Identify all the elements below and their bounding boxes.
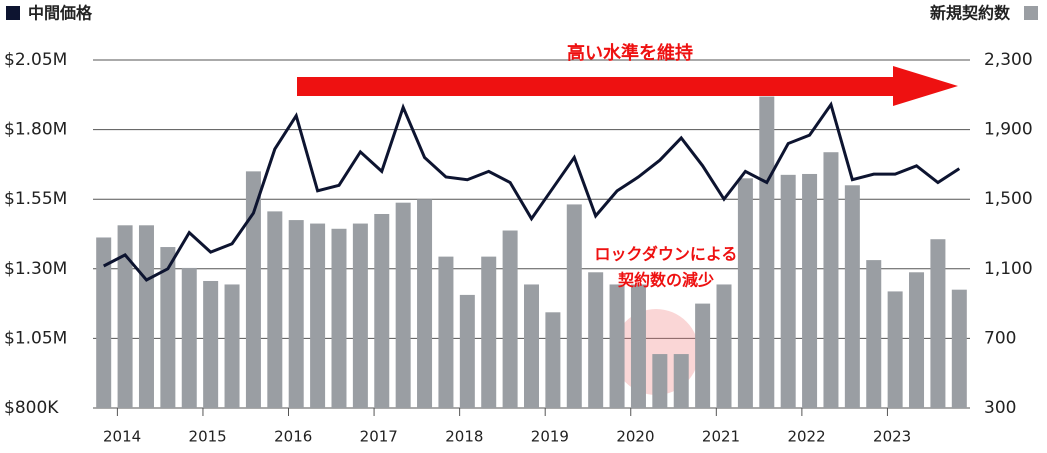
y2-tick-label: 1,500 (984, 189, 1033, 209)
bar (887, 291, 903, 408)
bar (759, 96, 775, 408)
x-tick-label: 2019 (531, 428, 569, 446)
x-tick-label: 2015 (189, 428, 227, 446)
x-tick-label: 2020 (616, 428, 654, 446)
bar (609, 284, 625, 408)
x-tick-label: 2023 (873, 428, 911, 446)
y2-tick-label: 2,300 (984, 50, 1033, 70)
legend-swatch (1024, 6, 1038, 20)
y-tick-label: $2.05M (4, 50, 67, 70)
bar (823, 152, 839, 408)
x-tick-label: 2018 (445, 428, 483, 446)
bar (844, 185, 860, 408)
bar (224, 284, 240, 408)
bar (352, 223, 368, 408)
bar (395, 202, 411, 408)
bar (716, 284, 732, 408)
bar (310, 223, 326, 408)
bar (245, 171, 261, 408)
bar (909, 272, 925, 408)
y-tick-label: $1.30M (4, 259, 67, 279)
y2-tick-label: 300 (984, 398, 1016, 418)
bar (481, 256, 497, 408)
x-tick-label: 2016 (274, 428, 312, 446)
bar (588, 272, 604, 408)
bar (566, 204, 582, 408)
annotation: ロックダウンによる (595, 245, 738, 264)
bar (502, 230, 518, 408)
bar (459, 294, 475, 408)
legend-label: 中間価格 (28, 4, 93, 23)
legend-label: 新規契約数 (930, 4, 1011, 23)
bar (545, 312, 561, 408)
y-tick-label: $1.80M (4, 120, 67, 140)
bar (737, 178, 753, 408)
bar (117, 225, 133, 408)
bar (288, 220, 304, 408)
bar (802, 173, 818, 408)
line (103, 101, 961, 282)
bar (652, 354, 668, 408)
bar (160, 247, 176, 408)
y-tick-label: $800K (4, 398, 59, 418)
arrow-head (893, 66, 958, 106)
x-tick-label: 2022 (787, 428, 825, 446)
y-tick-label: $1.05M (4, 328, 67, 348)
bar (417, 199, 433, 408)
bar (267, 211, 283, 408)
bar (96, 237, 112, 408)
bar (181, 267, 197, 408)
y2-tick-label: 700 (984, 328, 1016, 348)
bar (203, 280, 219, 408)
bar (331, 228, 347, 408)
x-tick-label: 2017 (360, 428, 398, 446)
bar (695, 303, 711, 408)
bar (138, 225, 154, 408)
legend-swatch (6, 6, 20, 20)
annotation: 高い水準を維持 (567, 42, 693, 64)
arrow-body (297, 77, 897, 96)
y-tick-label: $1.55M (4, 189, 67, 209)
bar (374, 213, 390, 408)
bar (780, 174, 796, 408)
x-tick-label: 2021 (702, 428, 740, 446)
x-tick-label: 2014 (103, 428, 141, 446)
y2-tick-label: 1,100 (984, 259, 1033, 279)
bar (673, 354, 689, 408)
bar (438, 256, 454, 408)
bar (866, 260, 882, 408)
bar (524, 284, 539, 408)
y2-tick-label: 1,900 (984, 120, 1033, 140)
annotation: 契約数の減少 (617, 271, 714, 290)
bar (951, 289, 967, 408)
bar (930, 239, 946, 408)
bar (630, 284, 646, 408)
